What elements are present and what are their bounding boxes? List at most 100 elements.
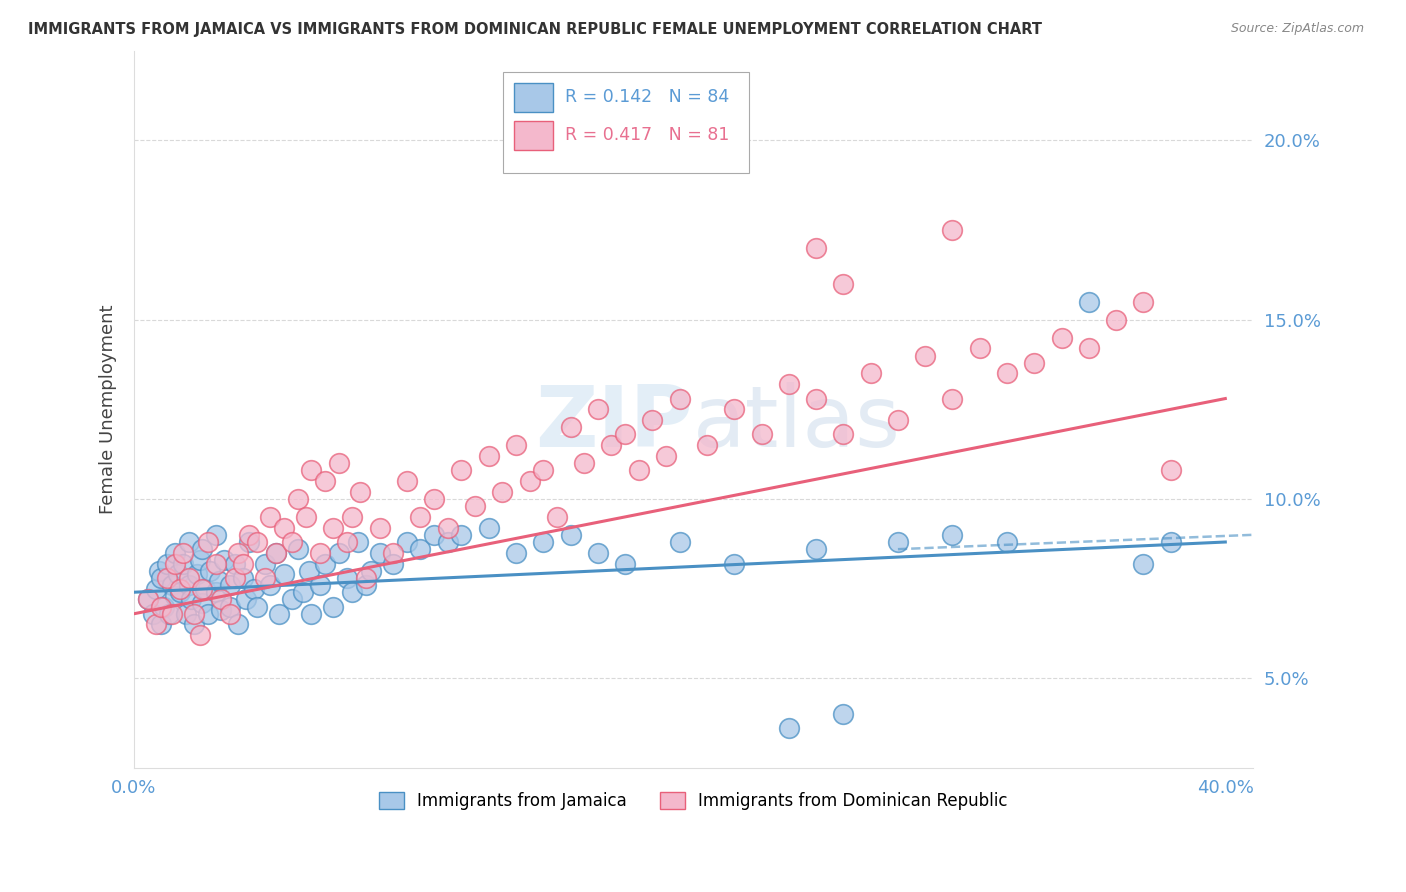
Point [191, 582, 214, 596]
Point [349, 484, 371, 499]
Point [243, 582, 266, 596]
Text: IMMIGRANTS FROM JAMAICA VS IMMIGRANTS FROM DOMINICAN REPUBLIC FEMALE UNEMPLOYMEN: IMMIGRANTS FROM JAMAICA VS IMMIGRANTS FR… [28, 22, 1042, 37]
Point [505, 546, 527, 560]
Point [395, 535, 418, 549]
Point [941, 223, 963, 237]
Point [1132, 294, 1154, 309]
Point [969, 342, 991, 356]
Point [224, 557, 246, 571]
Point [314, 557, 336, 571]
Point [546, 509, 568, 524]
Point [354, 571, 377, 585]
Text: atlas: atlas [693, 382, 901, 465]
Point [218, 607, 240, 621]
Point [614, 427, 637, 442]
Bar [515, 83, 554, 112]
Point [1160, 535, 1182, 549]
Point [205, 585, 228, 599]
Point [668, 392, 690, 406]
Point [191, 596, 214, 610]
Point [328, 546, 350, 560]
Text: R = 0.417   N = 81: R = 0.417 N = 81 [565, 127, 730, 145]
Point [153, 599, 176, 614]
Point [1050, 330, 1073, 344]
Point [238, 528, 260, 542]
Point [160, 578, 183, 592]
Point [1077, 294, 1099, 309]
Point [832, 707, 855, 722]
Point [342, 585, 364, 599]
Point [382, 546, 405, 560]
Point [308, 546, 330, 560]
Point [641, 413, 664, 427]
Point [188, 628, 211, 642]
Point [336, 535, 359, 549]
Point [360, 564, 382, 578]
Point [180, 592, 202, 607]
Point [354, 578, 377, 592]
Point [668, 535, 690, 549]
Point [172, 557, 194, 571]
Point [238, 535, 260, 549]
Point [177, 578, 200, 592]
Point [205, 557, 228, 571]
Point [145, 617, 167, 632]
Point [395, 474, 418, 488]
Point [253, 557, 276, 571]
Point [209, 603, 232, 617]
Point [298, 564, 321, 578]
Point [322, 521, 344, 535]
Point [586, 402, 609, 417]
Point [1024, 356, 1046, 370]
Point [531, 463, 554, 477]
Point [723, 557, 745, 571]
Point [531, 535, 554, 549]
Point [273, 567, 295, 582]
Point [859, 367, 882, 381]
Point [655, 449, 678, 463]
Point [172, 546, 194, 560]
Point [450, 463, 472, 477]
Point [205, 528, 228, 542]
Point [505, 438, 527, 452]
Point [778, 722, 800, 736]
Point [209, 592, 232, 607]
Point [163, 589, 186, 603]
Point [232, 557, 254, 571]
Point [212, 553, 235, 567]
Point [292, 585, 315, 599]
Point [218, 599, 240, 614]
Point [150, 599, 173, 614]
Point [200, 564, 222, 578]
FancyBboxPatch shape [503, 72, 749, 173]
Point [235, 592, 257, 607]
Point [560, 420, 582, 434]
Point [696, 438, 718, 452]
Point [778, 377, 800, 392]
Point [436, 535, 458, 549]
Point [246, 535, 269, 549]
Point [382, 557, 405, 571]
Point [478, 449, 501, 463]
Point [148, 564, 170, 578]
Point [253, 571, 276, 585]
Point [186, 567, 208, 582]
Point [264, 546, 287, 560]
Point [723, 402, 745, 417]
Point [287, 542, 309, 557]
Point [166, 567, 188, 582]
Point [295, 509, 318, 524]
Point [328, 456, 350, 470]
Point [264, 546, 287, 560]
Point [464, 499, 486, 513]
Text: Source: ZipAtlas.com: Source: ZipAtlas.com [1230, 22, 1364, 36]
Point [174, 607, 197, 621]
Point [314, 474, 336, 488]
Text: ZIP: ZIP [536, 382, 693, 465]
Bar [515, 121, 554, 150]
Point [832, 427, 855, 442]
Y-axis label: Female Unemployment: Female Unemployment [100, 304, 117, 514]
Point [572, 456, 595, 470]
Point [183, 607, 205, 621]
Point [136, 592, 159, 607]
